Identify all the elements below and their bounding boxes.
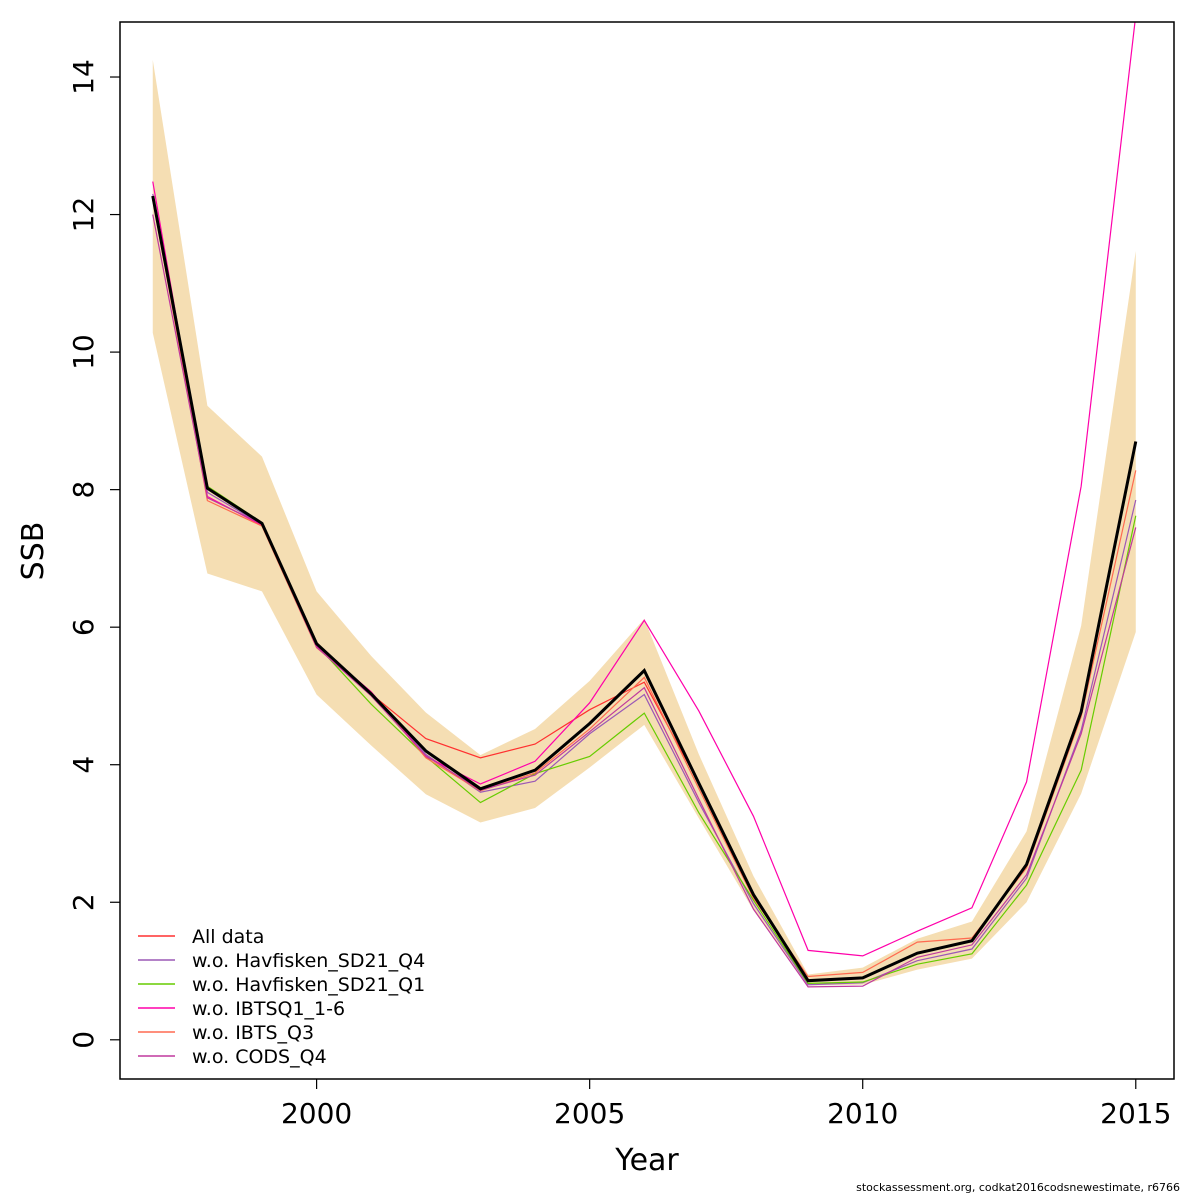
legend-label-3: w.o. IBTSQ1_1-6 (192, 998, 345, 1020)
legend-label-2: w.o. Havfisken_SD21_Q1 (192, 974, 425, 996)
estimate-line-layer (151, 195, 1138, 983)
y-tick-label-2: 2 (67, 893, 100, 911)
estimate-line (151, 195, 1138, 983)
confidence-band-layer (152, 59, 1136, 986)
footer-caption: stockassessment.org, codkat2016codsnewes… (856, 1181, 1180, 1194)
y-tick-label-6: 6 (67, 618, 100, 636)
x-tick-label-2015: 2015 (1100, 1097, 1171, 1130)
y-tick-label-8: 8 (67, 481, 100, 499)
y-tick-label-14: 14 (67, 59, 100, 95)
legend-label-4: w.o. IBTS_Q3 (192, 1022, 314, 1044)
y-tick-label-0: 0 (67, 1031, 100, 1049)
x-axis-title: Year (614, 1143, 679, 1178)
legend-label-1: w.o. Havfisken_SD21_Q4 (192, 950, 425, 972)
x-tick-label-2010: 2010 (827, 1097, 898, 1130)
x-axis: 2000 2005 2010 2015 (281, 1079, 1171, 1130)
legend-label-0: All data (192, 926, 264, 948)
confidence-band (152, 59, 1136, 986)
series-lines-layer (152, 22, 1137, 988)
x-tick-label-2005: 2005 (554, 1097, 625, 1130)
x-tick-label-2000: 2000 (281, 1097, 352, 1130)
y-tick-label-10: 10 (67, 334, 100, 370)
series-line-5 (152, 214, 1137, 988)
y-axis-title: SSB (16, 522, 51, 581)
legend-label-5: w.o. CODS_Q4 (192, 1046, 327, 1068)
series-line-3 (152, 22, 1136, 957)
y-tick-label-12: 12 (67, 197, 100, 233)
y-axis: 0 2 4 6 8 10 12 14 (67, 59, 120, 1049)
y-tick-label-4: 4 (67, 756, 100, 774)
plot-frame (119, 21, 1175, 1080)
